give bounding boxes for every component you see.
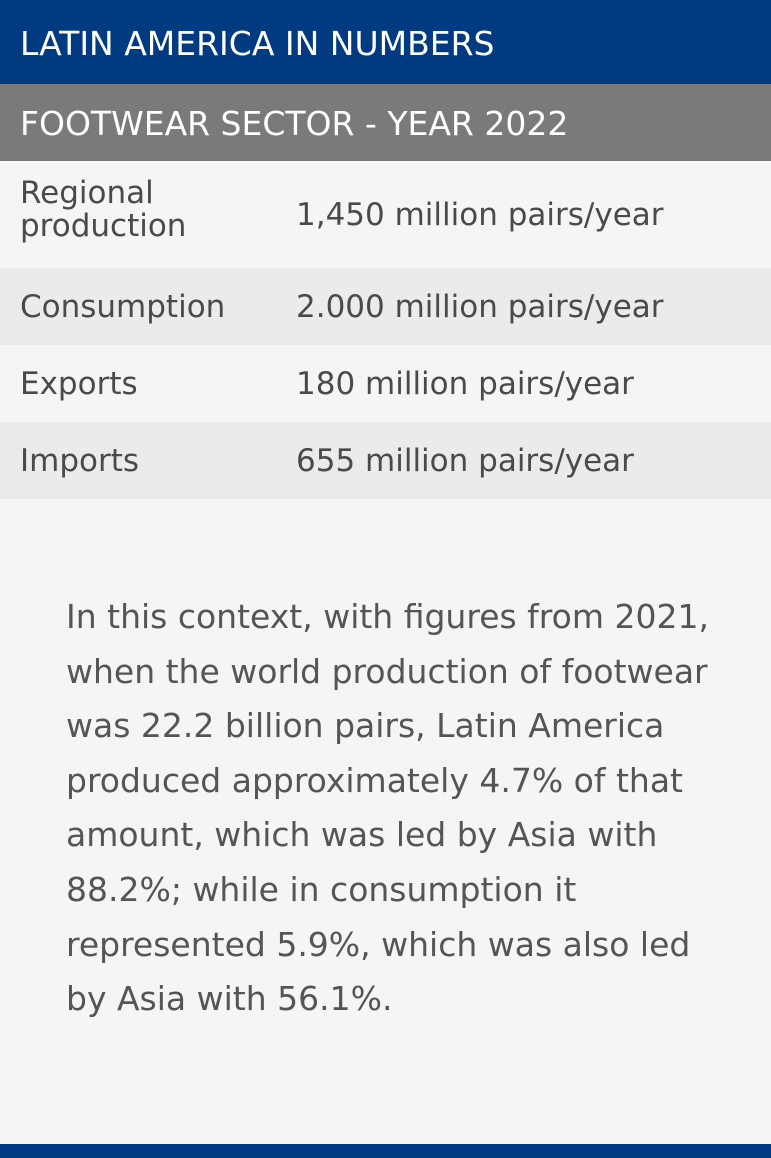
value-cell: 1,450 million pairs/year xyxy=(296,196,664,233)
label-cell: Exports xyxy=(20,365,138,402)
label-cell: Consumption xyxy=(20,288,226,325)
label-cell: Imports xyxy=(20,442,140,479)
value-cell: 2.000 million pairs/year xyxy=(296,288,664,325)
subtitle-bar: FOOTWEAR SECTOR - YEAR 2022 xyxy=(0,84,771,161)
title-bar: LATIN AMERICA IN NUMBERS xyxy=(0,0,771,84)
value-cell: 655 million pairs/year xyxy=(296,442,634,479)
table-row: Consumption 2.000 million pairs/year xyxy=(0,268,771,345)
table-row: Exports 180 million pairs/year xyxy=(0,345,771,422)
paragraph: In this context, with figures from 2021,… xyxy=(66,597,709,1019)
value-cell: 180 million pairs/year xyxy=(296,365,634,402)
footer-bar xyxy=(0,1144,771,1158)
table-row: Imports 655 million pairs/year xyxy=(0,422,771,499)
table-row: Regional production 1,450 million pairs/y… xyxy=(0,161,771,268)
label-cell: Regional production xyxy=(20,175,187,244)
